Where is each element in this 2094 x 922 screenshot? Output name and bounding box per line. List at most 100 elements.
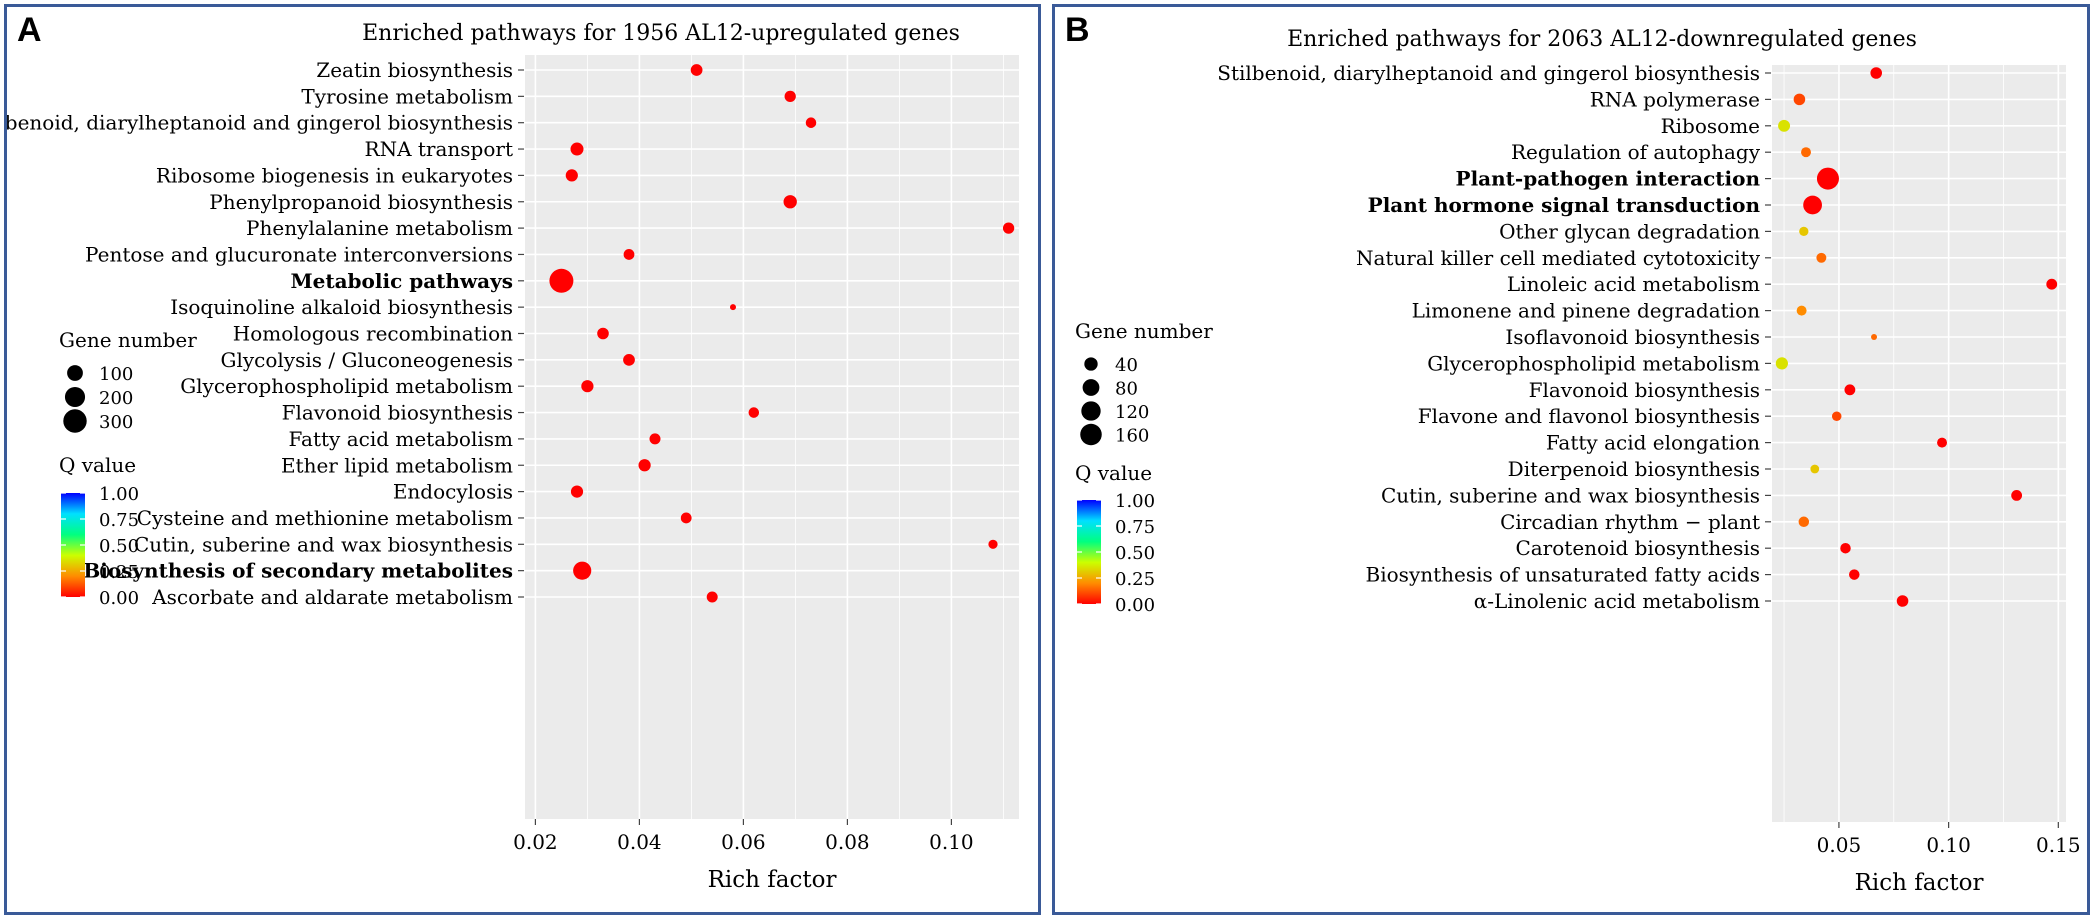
y-tick-label: Flavonoid biosynthesis bbox=[1529, 378, 1760, 402]
size-legend-circle bbox=[1080, 423, 1102, 446]
data-point bbox=[748, 407, 760, 418]
q-legend-label: 0.00 bbox=[1115, 595, 1155, 616]
y-tick-label: Ascorbate and aldarate metabolism bbox=[151, 585, 513, 609]
data-point bbox=[2011, 489, 2023, 501]
chart-title: Enriched pathways for 2063 AL12-downregu… bbox=[1287, 27, 1917, 52]
y-tick-label: Linoleic acid metabolism bbox=[1507, 272, 1760, 296]
chart-title: Enriched pathways for 1956 AL12-upregula… bbox=[362, 21, 960, 46]
data-point bbox=[1799, 226, 1809, 237]
size-legend-label: 300 bbox=[99, 412, 133, 433]
q-legend-label: 0.50 bbox=[1115, 543, 1155, 564]
chart-b: Enriched pathways for 2063 AL12-downregu… bbox=[1075, 27, 2081, 896]
size-legend-label: 40 bbox=[1115, 355, 1138, 376]
y-tick-label: Endocylosis bbox=[393, 480, 513, 504]
x-axis-label: Rich factor bbox=[708, 867, 837, 893]
data-point bbox=[570, 142, 584, 156]
data-point bbox=[623, 353, 635, 366]
panel-a: A Enriched pathways for 1956 AL12-upregu… bbox=[4, 4, 1041, 915]
y-tick-label: Flavone and flavonol biosynthesis bbox=[1418, 404, 1760, 428]
data-point bbox=[2046, 278, 2058, 290]
data-point bbox=[1810, 464, 1820, 474]
x-tick-label: 0.05 bbox=[1817, 833, 1862, 857]
size-legend-circle bbox=[1081, 401, 1101, 421]
y-tick-label: Plant-pathogen interaction bbox=[1456, 167, 1761, 191]
y-tick-label: Fatty acid metabolism bbox=[289, 427, 514, 451]
x-tick-label: 0.10 bbox=[1926, 833, 1971, 857]
q-legend-title: Q value bbox=[1075, 461, 1152, 485]
y-tick-label: Glycolysis / Gluconeogenesis bbox=[220, 348, 513, 372]
y-tick-label: RNA transport bbox=[365, 137, 513, 161]
y-tick-label: Glycerophospholipid metabolism bbox=[1427, 351, 1760, 375]
y-tick-label: Ether lipid metabolism bbox=[281, 453, 513, 477]
y-tick-label: Phenylalanine metabolism bbox=[246, 216, 513, 240]
q-legend-label: 0.25 bbox=[99, 562, 139, 583]
x-tick-label: 0.06 bbox=[721, 830, 766, 854]
size-legend-circle bbox=[63, 409, 87, 433]
plot-background bbox=[525, 55, 1019, 819]
data-point bbox=[1775, 357, 1788, 370]
data-point bbox=[565, 169, 578, 182]
y-tick-label: Natural killer cell mediated cytotoxicit… bbox=[1356, 246, 1761, 270]
y-tick-label: Isoflavonoid biosynthesis bbox=[1505, 325, 1760, 349]
chart-a: Enriched pathways for 1956 AL12-upregula… bbox=[7, 21, 1019, 893]
y-tick-label: Ribosome bbox=[1661, 114, 1760, 138]
y-tick-label: Biosynthesis of secondary metabolites bbox=[83, 559, 513, 583]
data-point bbox=[730, 304, 736, 311]
data-point bbox=[570, 485, 584, 498]
data-point bbox=[649, 433, 661, 445]
data-point bbox=[597, 327, 609, 340]
data-point bbox=[1871, 334, 1878, 340]
plot-background bbox=[1772, 65, 2066, 822]
y-tick-label: Metabolic pathways bbox=[291, 269, 514, 293]
y-tick-label: Ribosome biogenesis in eukaryotes bbox=[156, 163, 513, 187]
data-point bbox=[1844, 384, 1856, 396]
data-point bbox=[680, 512, 692, 524]
size-legend-circle bbox=[1084, 357, 1098, 371]
y-tick-label: Plant hormone signal transduction bbox=[1368, 193, 1761, 217]
y-tick-label: α-Linolenic acid metabolism bbox=[1474, 589, 1760, 613]
y-tick-label: RNA polymerase bbox=[1590, 87, 1760, 111]
data-point bbox=[1778, 119, 1791, 132]
x-tick-label: 0.04 bbox=[617, 830, 662, 854]
x-tick-label: 0.15 bbox=[2036, 833, 2081, 857]
data-point bbox=[623, 249, 635, 260]
x-tick-label: 0.02 bbox=[513, 830, 558, 854]
y-tick-label: Stilbenoid, diarylheptanoid and gingerol… bbox=[1217, 61, 1760, 85]
y-tick-label: Cutin, suberine and wax biosynthesis bbox=[134, 532, 513, 556]
y-tick-label: Fatty acid elongation bbox=[1546, 431, 1760, 455]
data-point bbox=[1002, 222, 1015, 234]
data-point bbox=[1896, 595, 1909, 607]
size-legend-title: Gene number bbox=[59, 328, 197, 352]
size-legend-circle bbox=[67, 365, 83, 381]
data-point bbox=[988, 539, 998, 549]
q-legend-label: 0.00 bbox=[99, 588, 139, 609]
q-legend-label: 0.75 bbox=[99, 510, 139, 531]
size-legend-title: Gene number bbox=[1075, 319, 1213, 343]
panel-label: A bbox=[17, 11, 42, 49]
data-point bbox=[805, 117, 817, 128]
data-point bbox=[1803, 195, 1822, 215]
y-tick-label: Isoquinoline alkaloid biosynthesis bbox=[170, 295, 513, 319]
data-point bbox=[706, 591, 718, 603]
y-tick-label: Tyrosine metabolism bbox=[301, 84, 513, 108]
data-point bbox=[1849, 569, 1860, 580]
data-point bbox=[1870, 67, 1883, 79]
y-tick-label: Regulation of autophagy bbox=[1511, 140, 1761, 164]
x-tick-label: 0.08 bbox=[825, 830, 870, 854]
y-tick-label: Circadian rhythm − plant bbox=[1500, 510, 1760, 534]
q-legend-label: 0.75 bbox=[1115, 517, 1155, 538]
q-legend-label: 0.50 bbox=[99, 536, 139, 557]
size-legend-label: 80 bbox=[1115, 379, 1138, 400]
data-point bbox=[1816, 252, 1827, 263]
y-tick-label: Phenylpropanoid biosynthesis bbox=[209, 190, 513, 214]
data-point bbox=[1816, 167, 1839, 190]
size-legend-label: 100 bbox=[99, 364, 133, 385]
data-point bbox=[690, 64, 703, 76]
q-legend-label: 1.00 bbox=[99, 484, 139, 505]
y-tick-label: Stilbenoid, diarylheptanoid and gingerol… bbox=[7, 111, 513, 135]
data-point bbox=[783, 195, 797, 209]
y-tick-label: Zeatin biosynthesis bbox=[316, 58, 513, 82]
data-point bbox=[573, 561, 592, 580]
data-point bbox=[1793, 93, 1806, 106]
panel-label: B bbox=[1065, 11, 1090, 49]
